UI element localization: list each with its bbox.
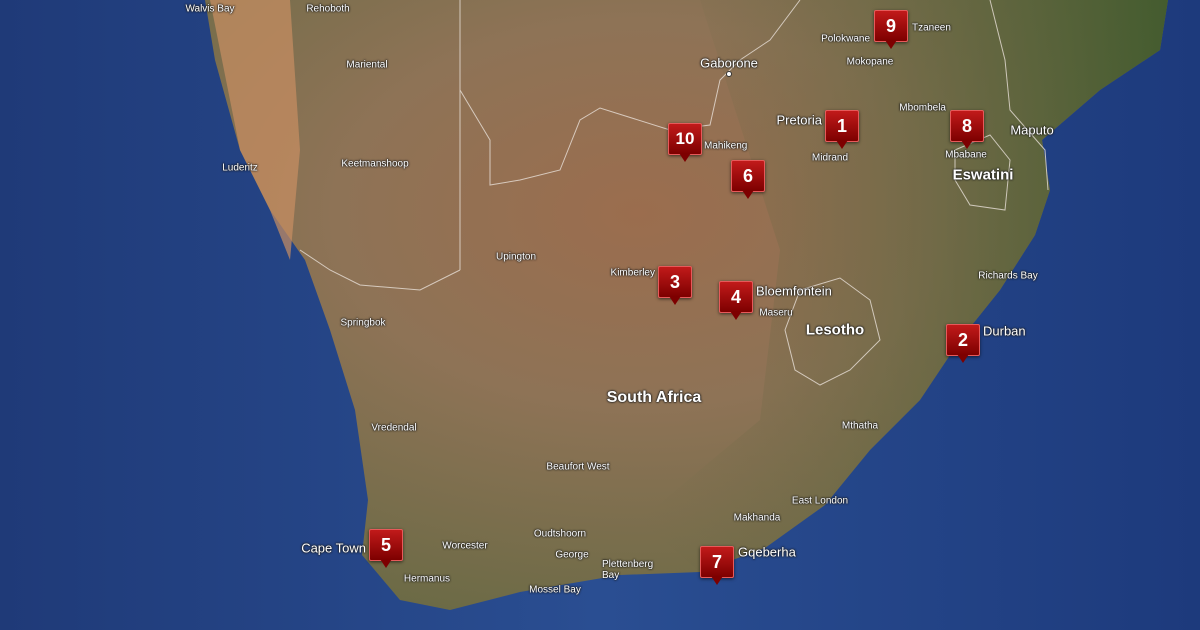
country-label-eswatini: Eswatini	[952, 166, 1014, 184]
city-label-cape-town: Cape Town	[301, 540, 366, 556]
city-label-oudtshoorn: Oudtshoorn	[533, 528, 587, 540]
city-label-maseru: Maseru	[759, 307, 793, 319]
city-label-vredendal: Vredendal	[371, 422, 417, 434]
desert-coast	[210, 0, 300, 260]
map-marker-2[interactable]: 2	[946, 324, 980, 363]
city-label-plettenberg-bay: Plettenberg Bay	[602, 559, 654, 581]
city-label-hermanus: Hermanus	[403, 573, 451, 585]
city-label-bloemfontein: Bloemfontein	[756, 283, 832, 299]
map-marker-9[interactable]: 9	[874, 10, 908, 49]
borders	[299, 0, 1049, 386]
city-label-george: George	[555, 549, 589, 561]
map-marker-8[interactable]: 8	[950, 110, 984, 149]
city-label-upington: Upington	[495, 251, 537, 263]
city-label-richards-bay: Richards Bay	[978, 270, 1038, 282]
green-east	[640, 0, 1168, 572]
country-label-south-africa: South Africa	[606, 389, 702, 406]
country-label-lesotho: Lesotho	[805, 321, 865, 339]
city-label-east-london: East London	[791, 495, 849, 507]
city-label-mbabane: Mbabane	[945, 149, 987, 161]
city-label-mossel-bay: Mossel Bay	[529, 584, 581, 596]
city-label-maputo: Maputo	[1010, 122, 1054, 138]
city-label-kimberley: Kimberley	[610, 267, 655, 279]
city-dot	[726, 71, 732, 77]
city-label-worcester: Worcester	[442, 540, 488, 552]
map-marker-5[interactable]: 5	[369, 529, 403, 568]
city-label-midrand: Midrand	[811, 152, 849, 164]
city-label-beaufort-west: Beaufort West	[546, 461, 610, 473]
city-label-makhanda: Makhanda	[733, 512, 781, 524]
city-label-luderitz: Luderitz	[222, 162, 258, 174]
map-marker-10[interactable]: 10	[668, 123, 702, 162]
city-label-tzaneen: Tzaneen	[912, 22, 951, 34]
city-label-rehoboth: Rehoboth	[306, 3, 350, 15]
city-label-keetmanshoop: Keetmanshoop	[341, 158, 409, 170]
city-label-gqeberha: Gqeberha	[738, 544, 796, 560]
city-label-mariental: Mariental	[346, 59, 388, 71]
map-marker-7[interactable]: 7	[700, 546, 734, 585]
map-marker-3[interactable]: 3	[658, 266, 692, 305]
city-label-polokwane: Polokwane	[821, 33, 870, 45]
city-label-walvis-bay: Walvis Bay	[185, 3, 235, 15]
city-label-mahikeng: Mahikeng	[704, 140, 748, 152]
city-label-mokopane: Mokopane	[846, 56, 894, 68]
city-label-springbok: Springbok	[340, 317, 386, 329]
map-marker-1[interactable]: 1	[825, 110, 859, 149]
city-label-mbombela: Mbombela	[899, 102, 946, 114]
city-label-mthatha: Mthatha	[841, 420, 879, 432]
map-marker-6[interactable]: 6	[731, 160, 765, 199]
map-marker-4[interactable]: 4	[719, 281, 753, 320]
city-label-gaborone: Gaborone	[700, 55, 758, 71]
city-label-pretoria: Pretoria	[776, 112, 822, 128]
city-label-durban: Durban	[983, 323, 1026, 339]
